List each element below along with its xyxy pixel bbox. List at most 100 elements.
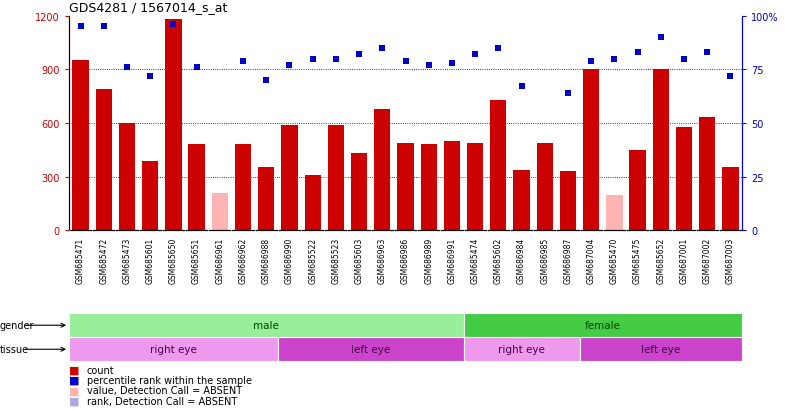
Text: GSM686984: GSM686984 bbox=[517, 237, 526, 284]
Text: GSM685473: GSM685473 bbox=[122, 237, 131, 284]
Point bbox=[469, 52, 482, 58]
Text: GSM686985: GSM686985 bbox=[540, 237, 549, 284]
Text: GSM686991: GSM686991 bbox=[448, 237, 457, 284]
Text: GSM685471: GSM685471 bbox=[76, 237, 85, 284]
Text: left eye: left eye bbox=[642, 344, 680, 354]
Text: tissue: tissue bbox=[0, 344, 29, 354]
Text: count: count bbox=[87, 365, 114, 375]
Point bbox=[307, 56, 320, 63]
Text: ■: ■ bbox=[69, 365, 79, 375]
Point bbox=[608, 56, 621, 63]
Bar bbox=[235, 145, 251, 231]
Bar bbox=[560, 172, 576, 231]
Point bbox=[329, 56, 342, 63]
Point bbox=[190, 65, 203, 71]
Text: GSM685652: GSM685652 bbox=[656, 237, 665, 284]
Bar bbox=[278, 337, 464, 361]
Text: rank, Detection Call = ABSENT: rank, Detection Call = ABSENT bbox=[87, 396, 237, 406]
Bar bbox=[188, 145, 204, 231]
Text: GSM685523: GSM685523 bbox=[332, 237, 341, 284]
Point bbox=[97, 24, 110, 31]
Text: GSM686987: GSM686987 bbox=[564, 237, 573, 284]
Point bbox=[353, 52, 366, 58]
Text: GSM685650: GSM685650 bbox=[169, 237, 178, 284]
Text: GSM685601: GSM685601 bbox=[146, 237, 155, 284]
Bar bbox=[69, 313, 464, 337]
Bar bbox=[699, 117, 715, 231]
Text: percentile rank within the sample: percentile rank within the sample bbox=[87, 375, 251, 385]
Text: right eye: right eye bbox=[498, 344, 545, 354]
Point bbox=[631, 50, 644, 56]
Text: GSM686989: GSM686989 bbox=[424, 237, 433, 284]
Bar bbox=[464, 313, 742, 337]
Point bbox=[701, 50, 714, 56]
Bar bbox=[212, 193, 228, 231]
Bar bbox=[69, 337, 278, 361]
Bar bbox=[119, 124, 135, 231]
Point bbox=[561, 90, 574, 97]
Text: GSM685603: GSM685603 bbox=[354, 237, 363, 284]
Text: GSM687002: GSM687002 bbox=[703, 237, 712, 284]
Point bbox=[654, 35, 667, 41]
Text: GSM685602: GSM685602 bbox=[494, 237, 503, 284]
Bar bbox=[464, 337, 580, 361]
Bar bbox=[328, 126, 344, 231]
Point bbox=[237, 58, 250, 65]
Bar bbox=[96, 90, 112, 231]
Point bbox=[144, 73, 157, 80]
Text: GSM687003: GSM687003 bbox=[726, 237, 735, 284]
Bar bbox=[629, 150, 646, 231]
Text: GSM685474: GSM685474 bbox=[470, 237, 479, 284]
Text: ■: ■ bbox=[69, 385, 79, 395]
Text: GSM686986: GSM686986 bbox=[401, 237, 410, 284]
Bar bbox=[653, 70, 669, 231]
Text: GSM686961: GSM686961 bbox=[215, 237, 225, 284]
Text: GSM686988: GSM686988 bbox=[262, 237, 271, 283]
Bar bbox=[72, 61, 88, 231]
Point bbox=[121, 65, 134, 71]
Point bbox=[375, 45, 388, 52]
Point bbox=[491, 45, 504, 52]
Point bbox=[724, 73, 737, 80]
Text: GDS4281 / 1567014_s_at: GDS4281 / 1567014_s_at bbox=[69, 1, 227, 14]
Text: male: male bbox=[253, 320, 279, 330]
Bar bbox=[305, 176, 321, 231]
Bar bbox=[607, 195, 623, 231]
Bar bbox=[142, 161, 158, 231]
Bar bbox=[165, 20, 182, 231]
Bar bbox=[676, 127, 692, 231]
Text: GSM686963: GSM686963 bbox=[378, 237, 387, 284]
Text: GSM686990: GSM686990 bbox=[285, 237, 294, 284]
Point bbox=[260, 78, 272, 84]
Point bbox=[445, 60, 458, 67]
Bar bbox=[281, 126, 298, 231]
Point bbox=[74, 24, 87, 31]
Point bbox=[423, 62, 436, 69]
Bar bbox=[374, 109, 390, 231]
Text: GSM685470: GSM685470 bbox=[610, 237, 619, 284]
Point bbox=[283, 62, 296, 69]
Point bbox=[515, 84, 528, 90]
Text: gender: gender bbox=[0, 320, 35, 330]
Text: ■: ■ bbox=[69, 375, 79, 385]
Bar bbox=[444, 142, 460, 231]
Text: GSM687001: GSM687001 bbox=[680, 237, 689, 284]
Point bbox=[167, 22, 180, 28]
Text: right eye: right eye bbox=[150, 344, 197, 354]
Bar bbox=[467, 143, 483, 231]
Bar bbox=[421, 145, 437, 231]
Point bbox=[585, 58, 598, 65]
Text: left eye: left eye bbox=[351, 344, 390, 354]
Text: GSM685472: GSM685472 bbox=[99, 237, 108, 284]
Bar bbox=[723, 167, 739, 231]
Bar bbox=[397, 143, 414, 231]
Bar bbox=[351, 154, 367, 231]
Point bbox=[677, 56, 690, 63]
Text: GSM686962: GSM686962 bbox=[238, 237, 247, 284]
Bar bbox=[490, 100, 506, 231]
Text: GSM685475: GSM685475 bbox=[633, 237, 642, 284]
Bar bbox=[513, 170, 530, 231]
Bar bbox=[537, 143, 553, 231]
Text: GSM687004: GSM687004 bbox=[586, 237, 596, 284]
Text: GSM685651: GSM685651 bbox=[192, 237, 201, 284]
